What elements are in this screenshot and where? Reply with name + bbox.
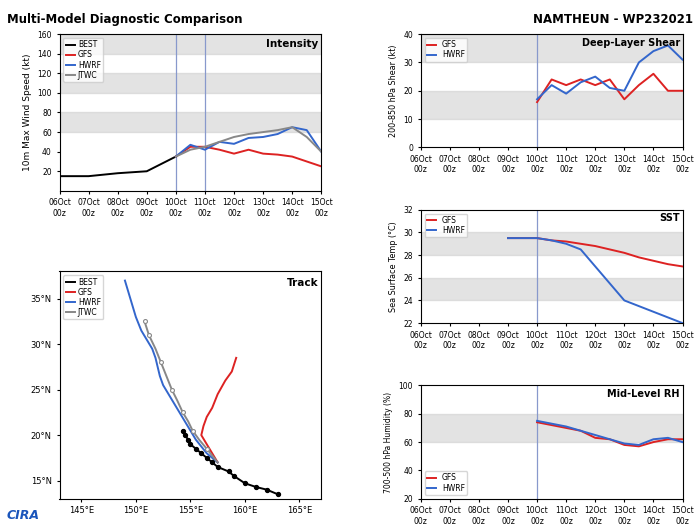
- Point: [228, 472, 239, 480]
- Text: Deep-Layer Shear: Deep-Layer Shear: [582, 37, 680, 48]
- Point: [250, 482, 261, 491]
- Point: [201, 445, 212, 453]
- Point: [179, 431, 190, 439]
- Point: [261, 486, 272, 494]
- Text: Intensity: Intensity: [267, 39, 318, 49]
- Point: [272, 490, 284, 498]
- Point: [187, 426, 198, 435]
- Text: Track: Track: [287, 278, 318, 288]
- Point: [206, 458, 218, 467]
- Bar: [421, 278, 682, 300]
- Bar: [60, 112, 321, 132]
- Legend: BEST, GFS, HWRF, JTWC: BEST, GFS, HWRF, JTWC: [63, 275, 103, 319]
- Y-axis label: 700-500 hPa Humidity (%): 700-500 hPa Humidity (%): [384, 392, 393, 492]
- Text: CIRA: CIRA: [7, 509, 40, 522]
- Point: [201, 454, 212, 462]
- Bar: [421, 233, 682, 255]
- Legend: GFS, HWRF: GFS, HWRF: [425, 471, 468, 495]
- Y-axis label: Sea Surface Temp (°C): Sea Surface Temp (°C): [389, 221, 398, 312]
- Text: NAMTHEUN - WP232021: NAMTHEUN - WP232021: [533, 13, 693, 26]
- Point: [185, 440, 196, 448]
- Point: [223, 467, 235, 476]
- Point: [166, 385, 177, 394]
- Legend: GFS, HWRF: GFS, HWRF: [425, 214, 468, 237]
- Point: [177, 408, 188, 417]
- Bar: [60, 74, 321, 93]
- Bar: [421, 414, 682, 442]
- Point: [183, 435, 194, 444]
- Bar: [421, 91, 682, 119]
- Bar: [60, 34, 321, 54]
- Legend: GFS, HWRF: GFS, HWRF: [425, 38, 468, 61]
- Text: Mid-Level RH: Mid-Level RH: [608, 389, 680, 399]
- Point: [212, 463, 223, 471]
- Point: [190, 445, 202, 453]
- Point: [144, 331, 155, 339]
- Bar: [421, 34, 682, 62]
- Point: [196, 449, 207, 457]
- Y-axis label: 200-850 hPa Shear (kt): 200-850 hPa Shear (kt): [389, 45, 398, 137]
- Y-axis label: 10m Max Wind Speed (kt): 10m Max Wind Speed (kt): [23, 54, 32, 171]
- Point: [155, 358, 167, 366]
- Legend: BEST, GFS, HWRF, JTWC: BEST, GFS, HWRF, JTWC: [63, 38, 103, 82]
- Text: Multi-Model Diagnostic Comparison: Multi-Model Diagnostic Comparison: [7, 13, 242, 26]
- Text: SST: SST: [659, 213, 680, 223]
- Point: [239, 479, 251, 488]
- Point: [177, 426, 188, 435]
- Point: [139, 317, 150, 326]
